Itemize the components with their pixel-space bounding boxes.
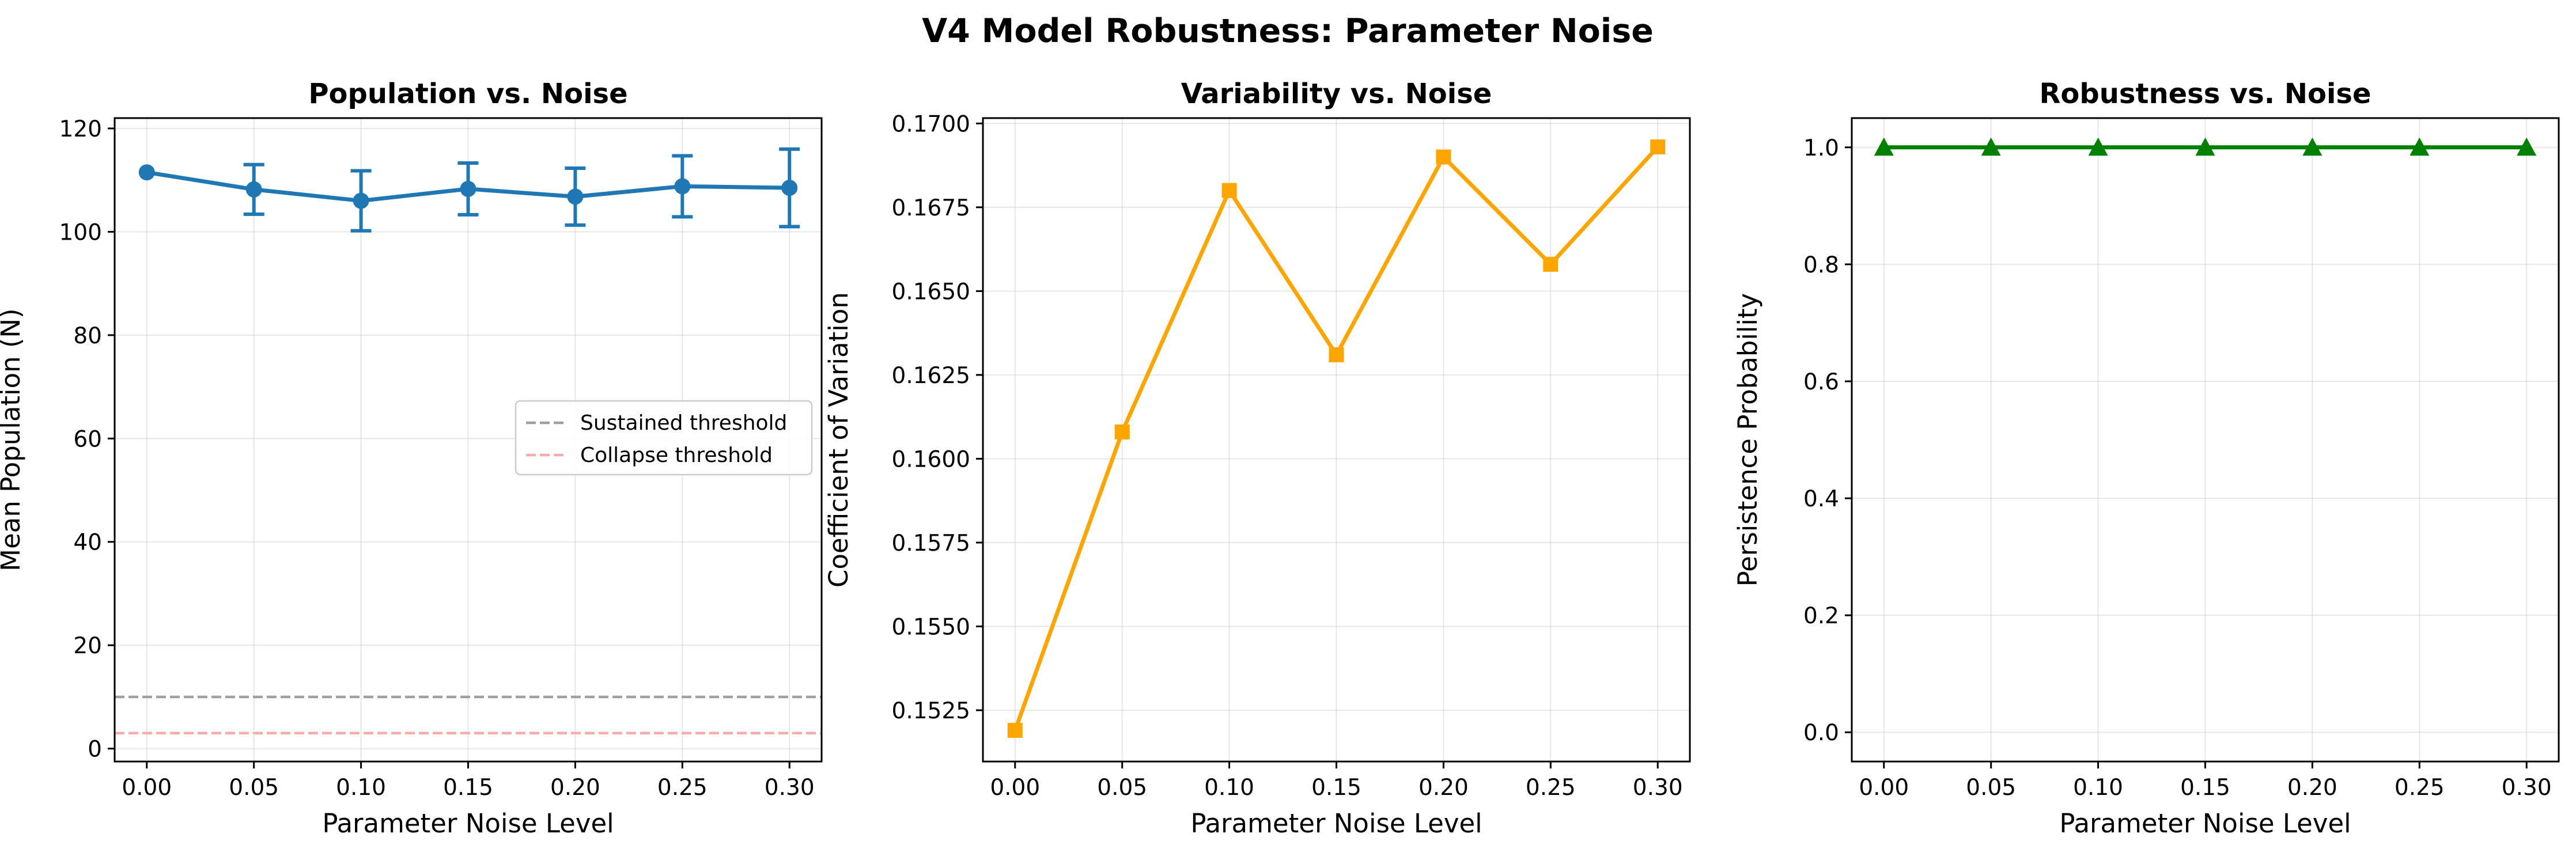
x-tick-label: 0.15 [1311, 775, 1361, 801]
y-tick-label: 60 [73, 426, 102, 452]
y-tick-label: 0.1650 [892, 279, 970, 305]
y-tick-label: 0.1525 [892, 698, 970, 724]
x-tick-label: 0.30 [2502, 775, 2552, 801]
y-axis-label: Mean Population (N) [0, 308, 26, 571]
panel-title: Population vs. Noise [308, 78, 627, 110]
x-axis-label: Parameter Noise Level [2059, 808, 2351, 839]
data-point [1221, 183, 1237, 198]
legend: Sustained threshold Collapse threshold [515, 400, 813, 476]
data-point [2195, 137, 2215, 156]
x-tick-label: 0.25 [657, 775, 708, 801]
y-tick-label: 20 [73, 633, 102, 659]
legend-label: Sustained threshold [580, 411, 787, 435]
y-tick-label: 0.6 [1803, 369, 1839, 395]
y-tick-label: 0.1675 [892, 195, 970, 221]
x-tick-label: 0.10 [336, 775, 386, 801]
x-tick-label: 0.00 [1859, 775, 1909, 801]
y-tick-label: 120 [59, 116, 102, 142]
x-tick-label: 0.05 [229, 775, 279, 801]
x-tick-label: 0.10 [1204, 775, 1254, 801]
y-tick-label: 100 [59, 219, 102, 245]
data-point [2302, 137, 2322, 156]
panel-1: 0.00 0.05 0.10 0.15 0.20 0.25 0.30 0 20 40 60 80 100… [0, 78, 823, 839]
x-tick-label: 0.10 [2073, 775, 2123, 801]
data-point [2409, 137, 2430, 156]
x-axis-label: Parameter Noise Level [322, 808, 614, 839]
data-point [781, 180, 798, 196]
x-tick-label: 0.30 [1633, 775, 1683, 801]
panel-3: 0.00 0.05 0.10 0.15 0.20 0.25 0.30 0.0 0.2 0.4 0.6… [1733, 78, 2560, 839]
data-point [460, 180, 476, 197]
data-point [1543, 256, 1559, 272]
x-tick-label: 0.05 [1097, 775, 1147, 801]
y-tick-label: 0.1600 [892, 446, 970, 472]
legend-label: Collapse threshold [580, 444, 773, 467]
data-point [1436, 149, 1451, 165]
data-point [2088, 137, 2108, 156]
y-tick-label: 40 [73, 530, 102, 556]
y-tick-label: 0.8 [1803, 252, 1839, 278]
data-point [1114, 424, 1130, 440]
y-tick-label: 0.1700 [892, 111, 970, 137]
x-tick-label: 0.00 [990, 775, 1040, 801]
figure-title: V4 Model Robustness: Parameter Noise [922, 12, 1654, 50]
data-point [138, 164, 155, 181]
y-axis-label: Coefficient of Variation [823, 292, 854, 588]
data-point [353, 192, 369, 209]
x-tick-label: 0.15 [443, 775, 493, 801]
panel-2: 0.00 0.05 0.10 0.15 0.20 0.25 0.30 0.1525 0.1550… [823, 78, 1691, 839]
y-tick-label: 80 [73, 323, 102, 349]
y-tick-label: 0 [88, 737, 102, 763]
y-tick-label: 0.1575 [892, 531, 970, 556]
data-point [245, 181, 262, 198]
y-tick-label: 0.1625 [892, 363, 970, 389]
legend-box [515, 400, 813, 476]
data-point [1981, 137, 2001, 156]
x-axis-label: Parameter Noise Level [1190, 808, 1482, 839]
x-tick-label: 0.00 [122, 775, 172, 801]
gridlines [983, 118, 1690, 762]
y-axis-label: Persistence Probability [1733, 293, 1763, 587]
x-tick-label: 0.25 [1526, 775, 1576, 801]
data-point [1874, 137, 1894, 156]
panel-title: Variability vs. Noise [1181, 78, 1492, 110]
y-tick-label: 0.2 [1803, 603, 1839, 629]
data-point [1329, 347, 1344, 362]
data-point [567, 188, 584, 205]
x-tick-label: 0.05 [1966, 775, 2016, 801]
data-point [2517, 137, 2537, 156]
y-tick-label: 0.1550 [892, 614, 970, 640]
x-tick-label: 0.30 [765, 775, 815, 801]
panel-title: Robustness vs. Noise [2039, 78, 2371, 110]
x-tick-label: 0.25 [2395, 775, 2445, 801]
x-tick-label: 0.20 [550, 775, 600, 801]
x-tick-label: 0.15 [2180, 775, 2230, 801]
y-tick-label: 0.4 [1803, 486, 1839, 512]
y-tick-label: 1.0 [1803, 135, 1839, 161]
data-point [1650, 139, 1666, 155]
data-point [1007, 722, 1023, 738]
x-tick-label: 0.20 [2287, 775, 2337, 801]
data-point [674, 178, 691, 195]
y-tick-label: 0.0 [1803, 720, 1839, 746]
x-tick-label: 0.20 [1418, 775, 1469, 801]
